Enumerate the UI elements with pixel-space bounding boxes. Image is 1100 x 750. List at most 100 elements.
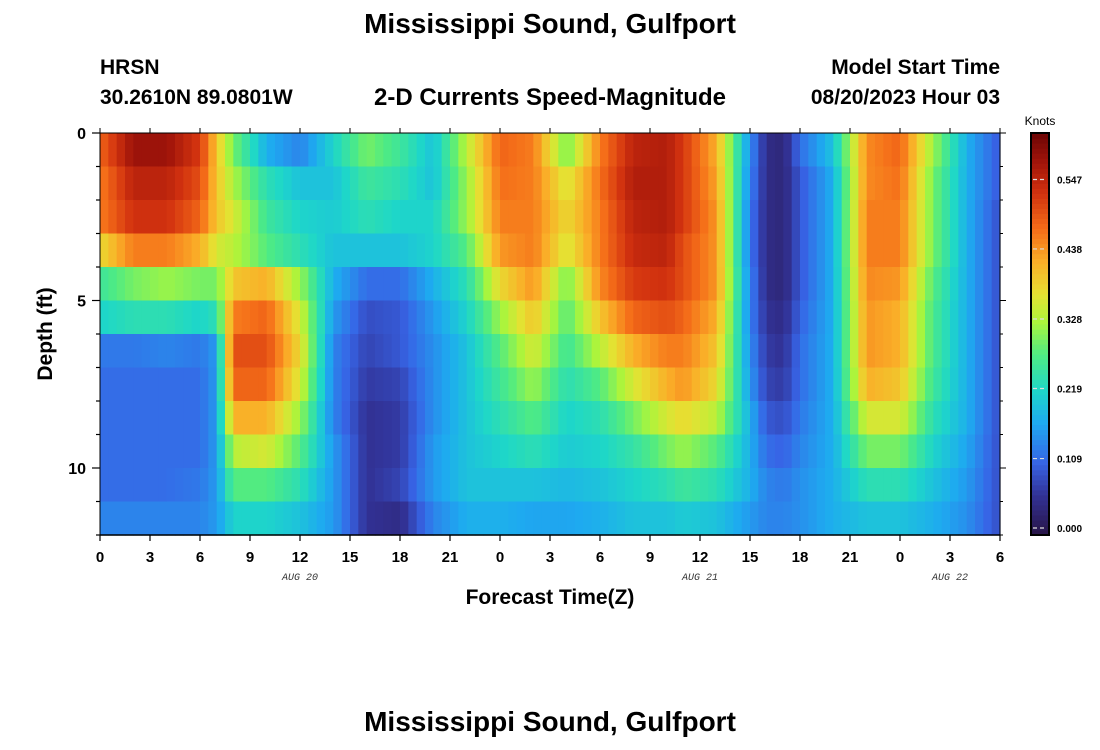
heatmap-cell [900,468,909,503]
heatmap-cell [866,200,876,235]
colorbar-segment [1031,414,1049,421]
heatmap-cell [691,233,701,268]
colorbar-segment [1031,384,1049,390]
heatmap-cell [858,367,868,402]
heatmap-cell [225,468,234,503]
heatmap-cell [791,200,801,235]
heatmap-cell [108,233,118,268]
heatmap-cell [458,300,468,335]
heatmap-cell [308,501,318,536]
heatmap-cell [191,300,201,335]
heatmap-cell [891,233,901,268]
heatmap-cell [158,334,168,369]
heatmap-cell [491,200,501,235]
heatmap-cell [441,166,451,201]
colorbar-tick-label: 0.219 [1057,384,1082,395]
heatmap-cell [991,501,1001,536]
heatmap-cell [875,434,884,469]
heatmap-cell [166,200,176,235]
heatmap-cell [508,166,518,201]
heatmap-cell [758,401,768,436]
heatmap-cell [125,166,134,201]
heatmap-cell [725,133,734,168]
heatmap-cell [716,501,726,536]
heatmap-cell [158,267,168,302]
heatmap-cell [425,401,434,436]
heatmap-cell [675,166,684,201]
heatmap-cell [533,367,543,402]
heatmap-cell [175,468,184,503]
heatmap-cell [691,434,701,469]
heatmap-cell [366,200,376,235]
heatmap-cell [550,267,559,302]
heatmap-cell [358,133,368,168]
heatmap-cell [258,233,268,268]
heatmap-cell [691,133,701,168]
heatmap-cell [991,166,1001,201]
heatmap-cell [458,133,468,168]
heatmap-cell [308,200,318,235]
heatmap-cell [708,334,718,369]
heatmap-cell [575,468,584,503]
heatmap-cell [500,166,509,201]
heatmap-cell [758,434,768,469]
heatmap-cell [108,300,118,335]
heatmap-cell [783,267,793,302]
heatmap-cell [416,200,426,235]
heatmap-cell [958,200,968,235]
heatmap-cell [750,133,759,168]
heatmap-cell [250,200,259,235]
heatmap-cell [200,133,209,168]
heatmap-cell [841,501,851,536]
heatmap-cell [666,267,676,302]
heatmap-cell [458,200,468,235]
heatmap-cell [141,501,151,536]
heatmap-cell [841,468,851,503]
heatmap-cell [891,300,901,335]
colorbar-segment [1031,404,1049,410]
heatmap-cell [541,200,551,235]
heatmap-cell [275,501,284,536]
heatmap-cell [541,133,551,168]
heatmap-cell [458,166,468,201]
heatmap-cell [441,133,451,168]
heatmap-cell [733,401,743,436]
heatmap-cell [633,166,643,201]
heatmap-cell [766,267,776,302]
heatmap-cell [341,434,351,469]
colorbar-segment [1031,283,1049,290]
heatmap-cell [991,401,1001,436]
heatmap-cell [441,434,451,469]
heatmap-cell [675,233,684,268]
heatmap-cell [641,501,651,536]
heatmap-cell [208,233,218,268]
heatmap-cell [325,133,334,168]
heatmap-cell [908,133,918,168]
heatmap-cell [291,133,301,168]
heatmap-cell [500,401,509,436]
heatmap-cell [308,166,318,201]
heatmap-cell [125,133,134,168]
heatmap-cell [858,468,868,503]
x-tick-label: 21 [442,549,459,566]
heatmap-cell [608,166,618,201]
colorbar-segment [1031,394,1049,400]
heatmap-cell [416,367,426,402]
heatmap-cell [166,501,176,536]
colorbar-segment [1031,344,1049,350]
heatmap-cell [550,434,559,469]
heatmap-cell [291,334,301,369]
heatmap-cell [850,334,859,369]
station-coordinates: 30.2610N 89.0801W [100,86,293,109]
heatmap-cell [566,267,576,302]
heatmap-cell [966,434,976,469]
heatmap-cell [841,367,851,402]
heatmap-cell [933,501,943,536]
heatmap-cell [841,166,851,201]
heatmap-cell [100,434,109,469]
colorbar-segment [1031,318,1049,325]
heatmap-cell [850,166,859,201]
heatmap-cell [508,334,518,369]
x-tick-label: 9 [246,549,254,566]
heatmap-cell [425,233,434,268]
